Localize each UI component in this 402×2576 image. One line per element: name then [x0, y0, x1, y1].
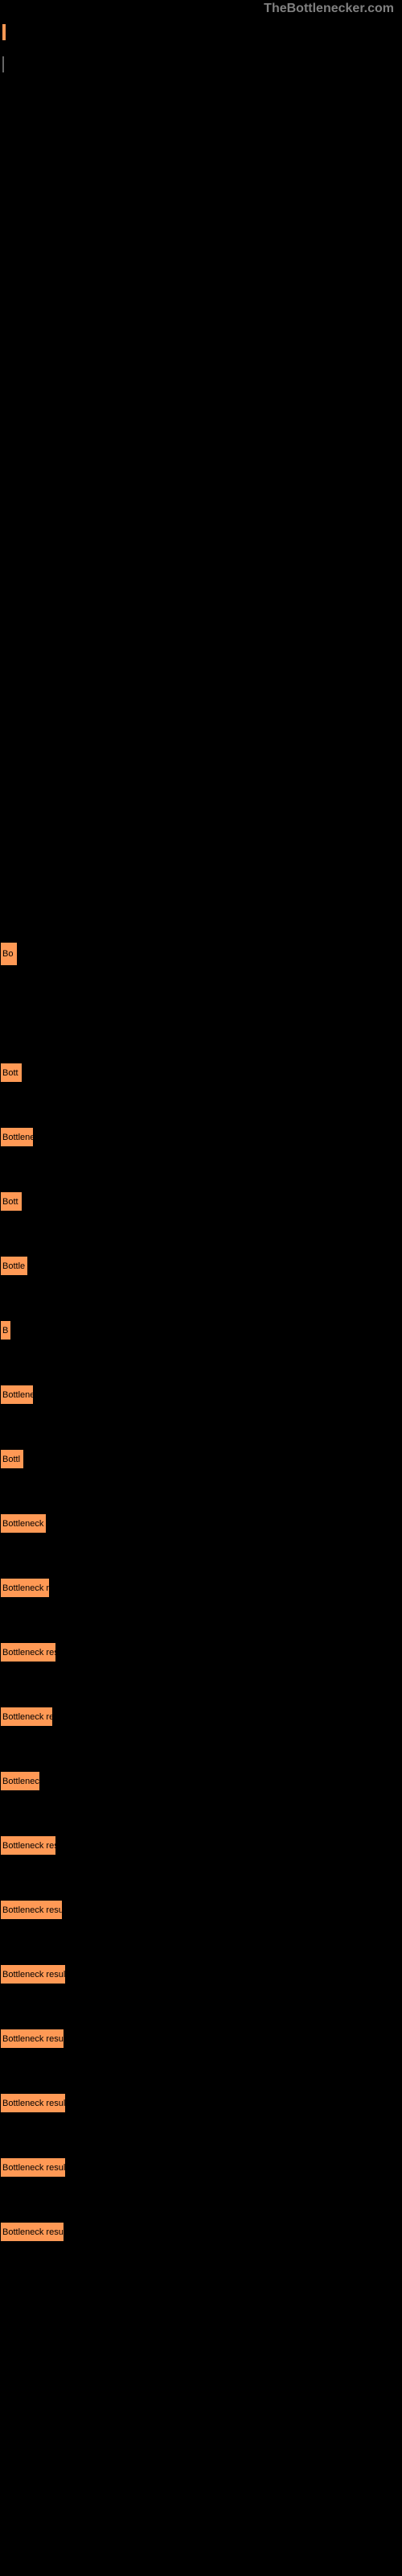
result-bar: Bottleneck re	[0, 1513, 47, 1534]
bar-row: Bottleneck resu	[0, 1835, 56, 1856]
watermark-text: TheBottlenecker.com	[264, 2, 394, 16]
top-marker-gray	[2, 56, 4, 72]
top-marker-orange	[2, 24, 6, 40]
bar-row: Bo	[0, 942, 18, 966]
bar-row: Bott	[0, 1063, 23, 1083]
bar-row: Bottleneck re	[0, 1513, 47, 1534]
result-bar: Bottleneck result	[0, 1900, 63, 1920]
result-bar: Bo	[0, 942, 18, 966]
result-bar: Bottleneck res	[0, 1707, 53, 1727]
bar-row: Bottleneck result	[0, 1900, 63, 1920]
bar-row: Bottleneck	[0, 1771, 40, 1791]
result-bar: Bottleneck result	[0, 2093, 66, 2113]
bar-row: Bottl	[0, 1449, 24, 1469]
result-bar: Bottleneck resu	[0, 1835, 56, 1856]
result-bar: Bottl	[0, 1449, 24, 1469]
result-bar: Bottlene	[0, 1385, 34, 1405]
bar-row: Bottleneck result	[0, 2222, 64, 2242]
bar-row: Bottleneck resu	[0, 1642, 56, 1662]
bar-row: Bottleneck result	[0, 2029, 64, 2049]
result-bar: Bottlene	[0, 1127, 34, 1147]
result-bar: Bottleneck result	[0, 2029, 64, 2049]
bar-row: Bottleneck res	[0, 1707, 53, 1727]
bar-row: B	[0, 1320, 11, 1340]
bar-row: Bottleneck re	[0, 1578, 50, 1598]
bar-row: Bottleneck result	[0, 2093, 66, 2113]
bar-row: Bottleneck result	[0, 2157, 66, 2178]
result-bar: Bottleneck result	[0, 2222, 64, 2242]
result-bar: Bottle	[0, 1256, 28, 1276]
bar-row: Bott	[0, 1191, 23, 1212]
result-bar: Bottleneck resu	[0, 1642, 56, 1662]
result-bar: B	[0, 1320, 11, 1340]
result-bar: Bott	[0, 1191, 23, 1212]
bar-row: Bottlene	[0, 1385, 34, 1405]
result-bar: Bottleneck re	[0, 1578, 50, 1598]
result-bar: Bottleneck result	[0, 1964, 66, 1984]
result-bar: Bott	[0, 1063, 23, 1083]
result-bar: Bottleneck result	[0, 2157, 66, 2178]
result-bar: Bottleneck	[0, 1771, 40, 1791]
bar-row: Bottleneck result	[0, 1964, 66, 1984]
bar-row: Bottle	[0, 1256, 28, 1276]
bar-row: Bottlene	[0, 1127, 34, 1147]
